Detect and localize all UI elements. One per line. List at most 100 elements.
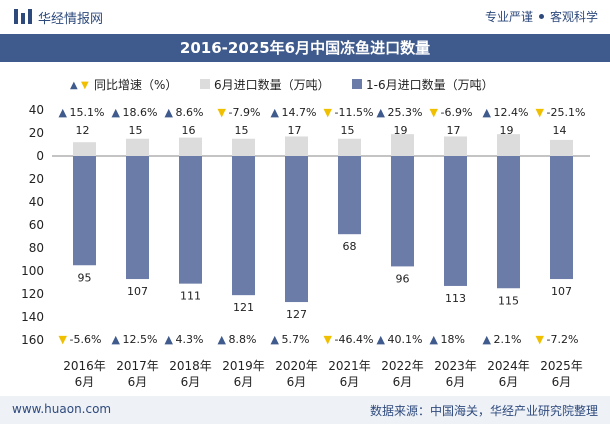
y-tick-label: 140 (21, 310, 44, 324)
june-bar (126, 138, 149, 156)
growth-down-icon: ▼ (218, 106, 227, 119)
x-tick-label: 2024年 6月 (487, 359, 530, 389)
june-growth-label: -7.9% (229, 106, 261, 119)
june-value-label: 12 (76, 124, 90, 137)
june-growth-label: 12.4% (494, 106, 529, 119)
june-growth-label: -25.1% (547, 106, 586, 119)
cumulative-value-label: 107 (127, 285, 148, 298)
y-tick-label: 20 (29, 172, 44, 186)
x-tick-label: 2022年 6月 (381, 359, 424, 389)
cumulative-growth-label: 4.3% (176, 333, 204, 346)
growth-up-icon: ▲ (483, 106, 492, 119)
cumulative-value-label: 107 (551, 285, 572, 298)
cumulative-growth-label: -5.6% (70, 333, 102, 346)
data-source: 数据来源：中国海关，华经产业研究院整理 (369, 404, 598, 418)
cumulative-growth-label: 18% (441, 333, 465, 346)
cumulative-value-label: 111 (180, 290, 201, 303)
cumulative-bar (497, 156, 520, 289)
june-value-label: 15 (129, 124, 143, 137)
cumulative-bar (391, 156, 414, 267)
cumulative-bar (444, 156, 467, 286)
growth-up-icon: ▲ (165, 333, 174, 346)
growth-down-icon: ▼ (59, 333, 68, 346)
x-tick-label: 2023年 6月 (434, 359, 477, 389)
cumulative-growth-label: -46.4% (335, 333, 374, 346)
june-value-label: 15 (341, 124, 355, 137)
cumulative-growth-label: 5.7% (282, 333, 310, 346)
y-axis: 40 20 0 20 40 60 80 100 120 140 160 (21, 103, 590, 347)
website-link[interactable]: www.huaon.com (12, 402, 112, 416)
y-tick-label: 40 (29, 103, 44, 117)
legend-growth-label: 同比增速（%） (94, 78, 177, 92)
bars (73, 134, 573, 303)
legend-june-label: 6月进口数量（万吨） (214, 77, 330, 92)
y-tick-label: 60 (29, 218, 44, 232)
legend: ▲ ▼ 同比增速（%） 6月进口数量（万吨） 1-6月进口数量（万吨） (70, 77, 494, 92)
june-growth-label: -11.5% (335, 106, 374, 119)
brand-logo-icon (14, 9, 32, 24)
y-tick-label: 40 (29, 195, 44, 209)
cumulative-growth-label: -7.2% (547, 333, 579, 346)
legend-down-triangle-icon: ▼ (81, 80, 89, 91)
cumulative-bar (338, 156, 361, 235)
cumulative-growth-label: 2.1% (494, 333, 522, 346)
june-value-label: 19 (394, 124, 408, 137)
cumulative-growth-label: 8.8% (229, 333, 257, 346)
growth-down-icon: ▼ (324, 106, 333, 119)
cumulative-bar (285, 156, 308, 303)
y-tick-label: 100 (21, 264, 44, 278)
cumulative-bar (550, 156, 573, 280)
cumulative-value-label: 121 (233, 301, 254, 314)
growth-up-icon: ▲ (483, 333, 492, 346)
growth-up-icon: ▲ (430, 333, 439, 346)
slogan: 专业严谨 客观科学 (485, 8, 598, 25)
june-value-label: 19 (500, 124, 514, 137)
growth-up-icon: ▲ (377, 333, 386, 346)
growth-up-icon: ▲ (112, 106, 121, 119)
x-tick-label: 2021年 6月 (328, 359, 371, 389)
growth-down-icon: ▼ (536, 106, 545, 119)
x-tick-label: 2016年 6月 (63, 359, 106, 389)
june-value-label: 14 (553, 124, 567, 137)
june-value-label: 15 (235, 124, 249, 137)
x-axis: 2016年 6月 2017年 6月 2018年 6月 2019年 6月 2020年 6月 2021年… (63, 359, 583, 389)
growth-up-icon: ▲ (271, 333, 280, 346)
x-tick-label: 2020年 6月 (275, 359, 318, 389)
growth-up-icon: ▲ (218, 333, 227, 346)
legend-june-swatch (200, 79, 210, 89)
cumulative-bar (126, 156, 149, 280)
june-growth-label: 8.6% (176, 106, 204, 119)
june-growth-label: 25.3% (388, 106, 423, 119)
june-bar (497, 134, 520, 156)
cumulative-bar (232, 156, 255, 296)
chart: ▲ ▼ 同比增速（%） 6月进口数量（万吨） 1-6月进口数量（万吨） 40200204… (21, 77, 590, 389)
y-tick-label: 20 (29, 126, 44, 140)
june-value-label: 17 (288, 124, 302, 137)
june-growth-label: -6.9% (441, 106, 473, 119)
data-labels: 12▲ 15.1%95▼ -5.6%15▲ 18.6%107▲ 12.5%16▲ 8.6%… (59, 106, 586, 346)
cumulative-value-label: 115 (498, 294, 519, 307)
june-bar (550, 139, 573, 156)
x-tick-label: 2025年 6月 (540, 359, 583, 389)
x-tick-label: 2019年 6月 (222, 359, 265, 389)
brand-name: 华经情报网 (38, 12, 104, 27)
footer: www.huaon.com 数据来源：中国海关，华经产业研究院整理 (0, 396, 610, 424)
cumulative-bar (179, 156, 202, 284)
june-growth-label: 15.1% (70, 106, 105, 119)
cumulative-value-label: 127 (286, 308, 307, 321)
june-bar (179, 137, 202, 156)
june-growth-label: 18.6% (123, 106, 158, 119)
cumulative-value-label: 68 (343, 240, 357, 253)
cumulative-growth-label: 12.5% (123, 333, 158, 346)
june-bar (391, 134, 414, 156)
x-tick-label: 2018年 6月 (169, 359, 212, 389)
growth-up-icon: ▲ (59, 106, 68, 119)
growth-up-icon: ▲ (112, 333, 121, 346)
june-bar (338, 138, 361, 156)
cumulative-value-label: 96 (396, 272, 410, 285)
growth-up-icon: ▲ (271, 106, 280, 119)
cumulative-growth-label: 40.1% (388, 333, 423, 346)
legend-cumulative-swatch (352, 79, 362, 89)
x-tick-label: 2017年 6月 (116, 359, 159, 389)
chart-title: 2016-2025年6月中国冻鱼进口数量 (0, 34, 610, 62)
